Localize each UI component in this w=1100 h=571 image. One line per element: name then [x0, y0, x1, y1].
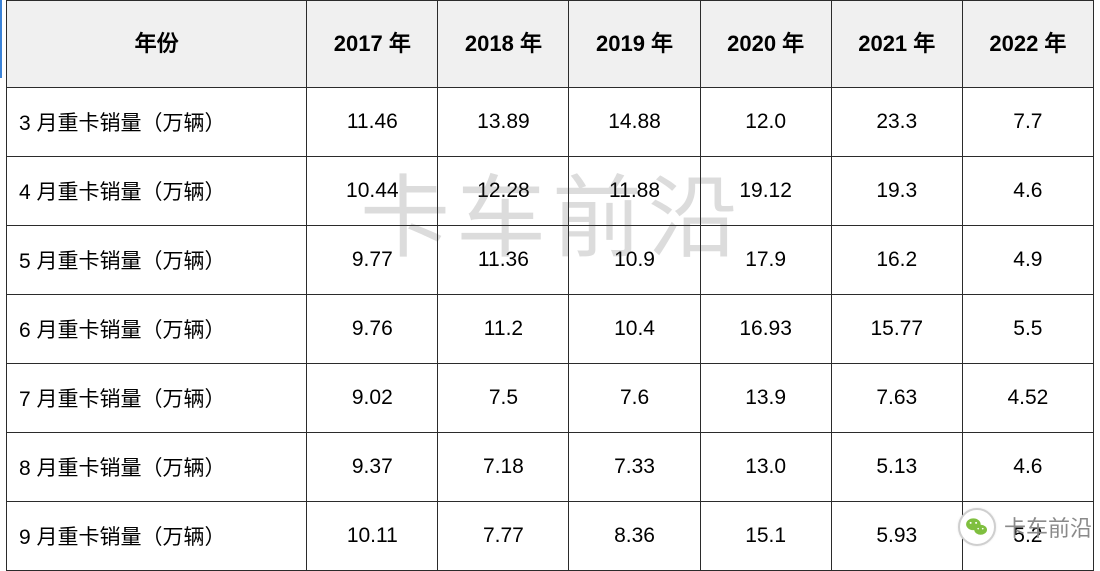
- cell-value: 12.28: [438, 157, 569, 226]
- cell-value: 12.0: [700, 88, 831, 157]
- cell-value: 7.63: [831, 364, 962, 433]
- row-label: 7 月重卡销量（万辆）: [7, 364, 307, 433]
- cell-value: 10.9: [569, 226, 700, 295]
- table-row: 3 月重卡销量（万辆） 11.46 13.89 14.88 12.0 23.3 …: [7, 88, 1094, 157]
- cell-value: 11.2: [438, 295, 569, 364]
- cell-value: 14.88: [569, 88, 700, 157]
- header-col-2020: 2020 年: [700, 1, 831, 88]
- left-accent-bar: [0, 0, 2, 78]
- cell-value: 13.89: [438, 88, 569, 157]
- cell-value: 9.37: [307, 433, 438, 502]
- cell-value: 5.13: [831, 433, 962, 502]
- cell-value: 9.76: [307, 295, 438, 364]
- row-label: 6 月重卡销量（万辆）: [7, 295, 307, 364]
- cell-value: 7.77: [438, 502, 569, 571]
- cell-value: 4.6: [962, 433, 1093, 502]
- header-col-2022: 2022 年: [962, 1, 1093, 88]
- cell-value: 11.36: [438, 226, 569, 295]
- cell-value: 7.18: [438, 433, 569, 502]
- row-label: 4 月重卡销量（万辆）: [7, 157, 307, 226]
- cell-value: 5.2: [962, 502, 1093, 571]
- table-row: 5 月重卡销量（万辆） 9.77 11.36 10.9 17.9 16.2 4.…: [7, 226, 1094, 295]
- cell-value: 13.9: [700, 364, 831, 433]
- cell-value: 15.77: [831, 295, 962, 364]
- cell-value: 19.3: [831, 157, 962, 226]
- cell-value: 16.2: [831, 226, 962, 295]
- cell-value: 16.93: [700, 295, 831, 364]
- sales-table: 年份 2017 年 2018 年 2019 年 2020 年 2021 年 20…: [6, 0, 1094, 571]
- table-row: 9 月重卡销量（万辆） 10.11 7.77 8.36 15.1 5.93 5.…: [7, 502, 1094, 571]
- cell-value: 7.6: [569, 364, 700, 433]
- cell-value: 13.0: [700, 433, 831, 502]
- cell-value: 8.36: [569, 502, 700, 571]
- cell-value: 5.5: [962, 295, 1093, 364]
- cell-value: 4.6: [962, 157, 1093, 226]
- table-row: 7 月重卡销量（万辆） 9.02 7.5 7.6 13.9 7.63 4.52: [7, 364, 1094, 433]
- cell-value: 10.44: [307, 157, 438, 226]
- cell-value: 4.52: [962, 364, 1093, 433]
- table-row: 4 月重卡销量（万辆） 10.44 12.28 11.88 19.12 19.3…: [7, 157, 1094, 226]
- cell-value: 4.9: [962, 226, 1093, 295]
- row-label: 3 月重卡销量（万辆）: [7, 88, 307, 157]
- sales-table-container: 年份 2017 年 2018 年 2019 年 2020 年 2021 年 20…: [6, 0, 1094, 571]
- header-year-label: 年份: [7, 1, 307, 88]
- row-label: 8 月重卡销量（万辆）: [7, 433, 307, 502]
- table-body: 3 月重卡销量（万辆） 11.46 13.89 14.88 12.0 23.3 …: [7, 88, 1094, 571]
- row-label: 5 月重卡销量（万辆）: [7, 226, 307, 295]
- cell-value: 10.4: [569, 295, 700, 364]
- table-row: 8 月重卡销量（万辆） 9.37 7.18 7.33 13.0 5.13 4.6: [7, 433, 1094, 502]
- header-col-2019: 2019 年: [569, 1, 700, 88]
- cell-value: 23.3: [831, 88, 962, 157]
- table-row: 6 月重卡销量（万辆） 9.76 11.2 10.4 16.93 15.77 5…: [7, 295, 1094, 364]
- cell-value: 9.02: [307, 364, 438, 433]
- cell-value: 7.5: [438, 364, 569, 433]
- cell-value: 10.11: [307, 502, 438, 571]
- table-header-row: 年份 2017 年 2018 年 2019 年 2020 年 2021 年 20…: [7, 1, 1094, 88]
- cell-value: 15.1: [700, 502, 831, 571]
- row-label: 9 月重卡销量（万辆）: [7, 502, 307, 571]
- header-col-2017: 2017 年: [307, 1, 438, 88]
- header-col-2018: 2018 年: [438, 1, 569, 88]
- header-col-2021: 2021 年: [831, 1, 962, 88]
- cell-value: 5.93: [831, 502, 962, 571]
- cell-value: 11.88: [569, 157, 700, 226]
- cell-value: 9.77: [307, 226, 438, 295]
- cell-value: 11.46: [307, 88, 438, 157]
- cell-value: 17.9: [700, 226, 831, 295]
- cell-value: 7.33: [569, 433, 700, 502]
- cell-value: 7.7: [962, 88, 1093, 157]
- cell-value: 19.12: [700, 157, 831, 226]
